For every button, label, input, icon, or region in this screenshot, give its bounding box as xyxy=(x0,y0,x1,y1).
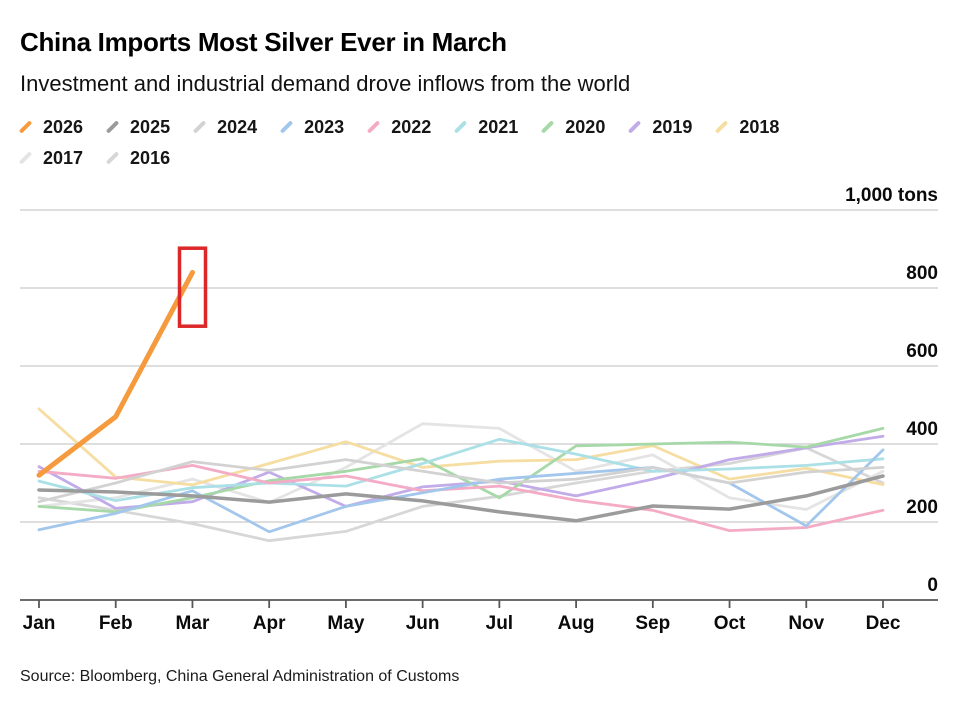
x-tick-label: Dec xyxy=(866,613,901,634)
legend-item-2025: 2025 xyxy=(105,114,170,140)
legend-label: 2025 xyxy=(130,116,171,137)
series-line-2019 xyxy=(37,434,885,510)
highlight-box xyxy=(177,246,208,328)
legend-label: 2022 xyxy=(391,116,432,137)
legend-label: 2021 xyxy=(478,116,519,137)
legend-item-2019: 2019 xyxy=(627,114,692,140)
series-line-2018 xyxy=(37,407,885,487)
series-line-2016 xyxy=(37,446,885,543)
y-tick-label: 1,000 tons xyxy=(845,185,938,206)
legend-label: 2023 xyxy=(304,116,345,137)
legend-item-2021: 2021 xyxy=(453,114,518,140)
series-lines xyxy=(36,269,885,543)
gridlines xyxy=(20,209,938,601)
legend-label: 2016 xyxy=(130,147,171,168)
legend-label: 2017 xyxy=(43,147,84,168)
x-tick-label: Jun xyxy=(406,613,440,634)
legend-item-2023: 2023 xyxy=(279,114,344,140)
x-tick-label: May xyxy=(327,613,364,634)
x-axis: Jan Feb Mar Apr May Jun Jul Aug Sep Oct Nov Dec xyxy=(23,600,901,634)
chart-subtitle: Investment and industrial demand drove i… xyxy=(20,71,631,96)
legend-item-2022: 2022 xyxy=(366,114,431,140)
x-tick-label: Mar xyxy=(176,613,210,634)
series-line-2026 xyxy=(36,269,195,478)
legend-label: 2026 xyxy=(43,116,84,137)
chart-title: China Imports Most Silver Ever in March xyxy=(20,27,507,57)
y-tick-label: 400 xyxy=(906,419,938,440)
legend-item-2026: 2026 xyxy=(18,114,83,140)
x-tick-label: Apr xyxy=(253,613,286,634)
legend-label: 2024 xyxy=(217,116,258,137)
legend-item-2016: 2016 xyxy=(105,145,170,171)
y-tick-label: 800 xyxy=(906,263,938,284)
legend-label: 2019 xyxy=(652,116,693,137)
series-line-2025 xyxy=(37,474,885,523)
x-tick-label: Jul xyxy=(486,613,513,634)
chart-legend: 2026 2025 2024 2023 2022 2021 2020 2019 2018 2017… xyxy=(18,114,818,171)
series-line-2024 xyxy=(37,458,885,504)
series-line-2022 xyxy=(37,463,885,532)
x-tick-label: Aug xyxy=(558,613,595,634)
source-note: Source: Bloomberg, China General Adminis… xyxy=(20,668,460,685)
y-tick-label: 200 xyxy=(906,497,938,518)
series-line-2021 xyxy=(37,437,885,503)
y-tick-label: 600 xyxy=(906,341,938,362)
legend-item-2020: 2020 xyxy=(540,114,605,140)
legend-item-2018: 2018 xyxy=(714,114,779,140)
x-tick-label: Jan xyxy=(23,613,56,634)
x-tick-label: Oct xyxy=(714,613,746,634)
y-tick-label: 0 xyxy=(927,575,938,596)
legend-label: 2020 xyxy=(565,116,606,137)
legend-label: 2018 xyxy=(739,116,780,137)
x-tick-label: Feb xyxy=(99,613,133,634)
x-tick-label: Sep xyxy=(635,613,670,634)
legend-item-2017: 2017 xyxy=(18,145,83,171)
x-tick-label: Nov xyxy=(788,613,824,634)
y-axis-labels: 0 200 400 600 800 1,000 tons xyxy=(845,185,938,596)
legend-item-2024: 2024 xyxy=(192,114,257,140)
